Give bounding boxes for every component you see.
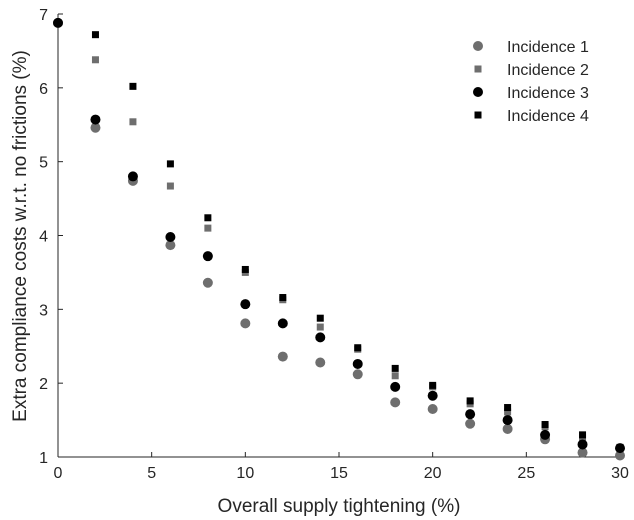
data-point [504, 408, 512, 416]
data-point [579, 431, 587, 439]
data-point [166, 160, 174, 168]
x-tick-label: 20 [424, 465, 442, 482]
data-point [391, 364, 399, 372]
legend-marker [474, 65, 482, 73]
legend-item: Incidence 2 [474, 62, 589, 79]
data-point [577, 447, 588, 458]
data-point [129, 118, 137, 126]
data-point [504, 404, 512, 412]
legend-label: Incidence 2 [507, 62, 589, 79]
data-point [279, 294, 287, 302]
data-point [204, 224, 212, 232]
x-tick-label: 5 [147, 465, 156, 482]
data-point [427, 404, 438, 415]
data-point [240, 299, 251, 310]
axes [57, 14, 620, 458]
data-point [390, 397, 401, 408]
series-incidence-3 [53, 17, 625, 454]
x-ticks: 0 5 10 15 20 25 30 [54, 452, 629, 482]
data-point [202, 277, 213, 288]
legend-item: Incidence 1 [473, 39, 589, 56]
y-tick-label: 2 [39, 376, 48, 393]
data-point [427, 390, 438, 401]
data-points [53, 17, 625, 461]
legend-marker [474, 111, 482, 119]
x-tick-label: 0 [54, 465, 63, 482]
legend-marker [473, 87, 483, 97]
x-tick-label: 15 [330, 465, 348, 482]
data-point [502, 423, 513, 434]
data-point [391, 372, 399, 380]
data-point [466, 397, 474, 405]
y-tick-label: 4 [39, 229, 48, 246]
data-point [354, 344, 362, 352]
legend-item: Incidence 3 [473, 85, 589, 102]
y-tick-label: 1 [39, 450, 48, 467]
data-point [241, 265, 249, 273]
data-point [616, 443, 624, 451]
y-ticks: 1 2 3 4 5 6 7 [39, 7, 63, 467]
legend-label: Incidence 4 [507, 108, 589, 125]
y-tick-label: 3 [39, 302, 48, 319]
data-point [277, 318, 288, 329]
legend-label: Incidence 3 [507, 85, 589, 102]
data-point [315, 332, 326, 343]
data-point [91, 31, 99, 39]
data-point [90, 122, 101, 133]
data-point [465, 409, 476, 420]
series-incidence-4 [54, 19, 624, 451]
data-point [429, 381, 437, 389]
legend-item: Incidence 4 [474, 108, 589, 125]
data-point [54, 19, 62, 27]
x-axis-label: Overall supply tightening (%) [218, 496, 461, 517]
data-point [166, 182, 174, 190]
legend-marker [473, 41, 483, 51]
legend-label: Incidence 1 [507, 39, 589, 56]
data-point [577, 439, 588, 450]
data-point [129, 82, 137, 90]
data-point [204, 214, 212, 222]
x-tick-label: 25 [517, 465, 535, 482]
x-tick-label: 30 [611, 465, 629, 482]
data-point [352, 369, 363, 380]
data-point [165, 231, 176, 242]
data-point [390, 381, 401, 392]
data-point [465, 418, 476, 429]
data-point [316, 314, 324, 322]
data-point [90, 114, 101, 125]
y-axis-label: Extra compliance costs w.r.t. no frictio… [10, 50, 31, 422]
data-point [316, 323, 324, 331]
data-point [127, 171, 138, 182]
data-point [540, 429, 551, 440]
data-point [202, 251, 213, 262]
data-point [277, 351, 288, 362]
data-point [165, 240, 176, 251]
data-point [91, 56, 99, 64]
y-tick-label: 6 [39, 81, 48, 98]
data-point [352, 358, 363, 369]
data-point [541, 421, 549, 429]
data-point [502, 415, 513, 426]
legend: Incidence 1 Incidence 2 Incidence 3 Inciden… [473, 39, 589, 125]
y-tick-label: 5 [39, 155, 48, 172]
data-point [240, 318, 251, 329]
y-tick-label: 7 [39, 7, 48, 24]
x-tick-label: 10 [236, 465, 254, 482]
data-point [315, 357, 326, 368]
